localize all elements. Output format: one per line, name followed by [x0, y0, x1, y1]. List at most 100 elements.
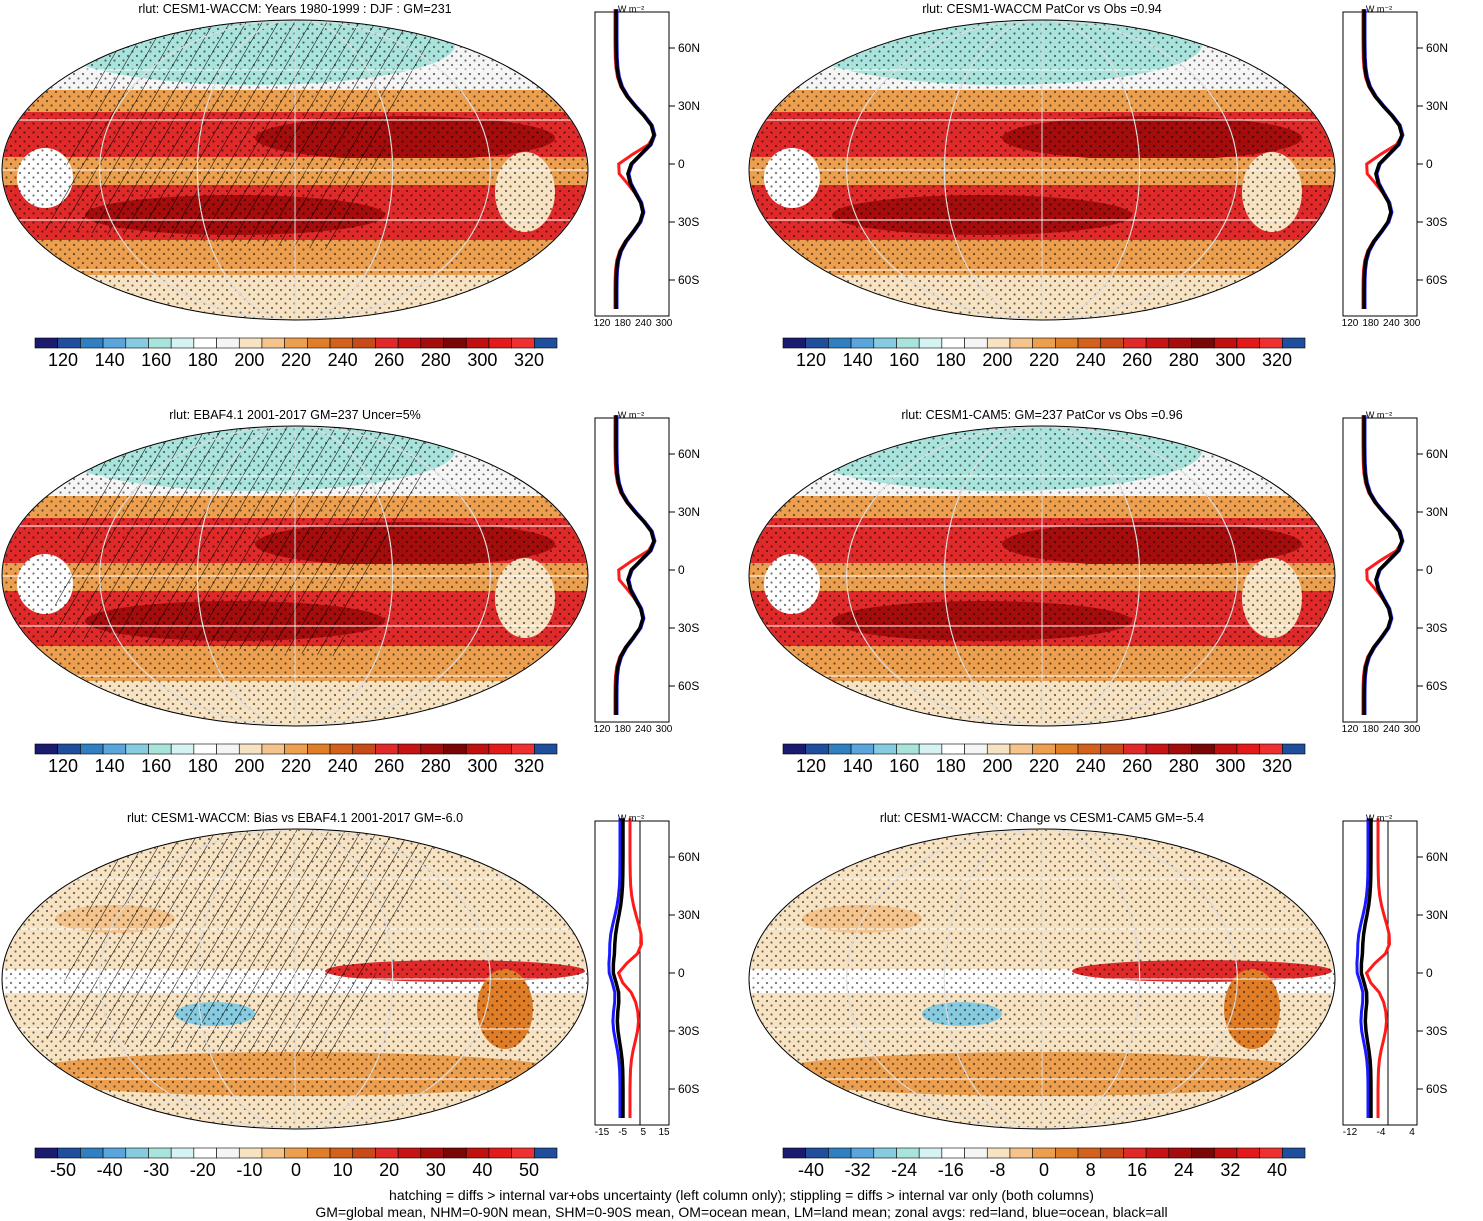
colorbar-swatch: [148, 743, 172, 755]
map-outline: [1, 425, 589, 727]
colorbar-swatch: [918, 743, 943, 755]
zonal-tick-label: 180: [1362, 724, 1379, 735]
panel-title-waccm-bias: rlut: CESM1-WACCM: Bias vs EBAF4.1 2001-…: [126, 811, 464, 825]
zonal-tick-label: 240: [1382, 724, 1400, 735]
zonal-tick-label: 180: [1362, 318, 1379, 329]
lat-label: 60N: [1426, 447, 1449, 461]
zonal-unit: W m⁻²: [1365, 410, 1393, 420]
colorbar-waccm-bias: [34, 1147, 558, 1159]
colorbar-label: 200: [234, 350, 265, 370]
colorbar-swatch: [170, 337, 195, 349]
colorbar-swatch: [261, 337, 285, 349]
lat-label: 30S: [1426, 621, 1448, 635]
colorbar-swatch: [488, 337, 512, 349]
colorbar-swatch: [34, 743, 58, 755]
zonal-tick-label: 240: [634, 724, 652, 735]
colorbar-swatch: [352, 743, 376, 755]
colorbar-swatch: [80, 337, 104, 349]
colorbar-label: 240: [327, 350, 358, 370]
colorbar-waccm-patcor: [782, 337, 1306, 349]
colorbar-label: 120: [47, 756, 79, 776]
colorbar-label: 160: [141, 350, 172, 370]
zonal-tick-label: 300: [655, 318, 673, 329]
colorbar-swatch: [805, 1147, 829, 1159]
colorbar-swatch: [850, 337, 875, 349]
lat-label: 30N: [1426, 505, 1449, 519]
map-panel-waccm-change: [748, 828, 1336, 1130]
zonal-curve: [614, 9, 656, 309]
colorbar-swatch: [1191, 743, 1215, 755]
colorbar-swatch: [1236, 1147, 1260, 1159]
colorbar-swatch: [375, 743, 399, 755]
colorbar-swatch: [1259, 337, 1283, 349]
map-panel-cam5-clim: [748, 425, 1336, 727]
colorbar-swatch: [1145, 1147, 1170, 1159]
colorbar-label: 160: [889, 350, 920, 370]
colorbar-label: 0: [1038, 1160, 1050, 1180]
lat-label: 60N: [678, 447, 701, 461]
colorbar-swatch: [284, 743, 308, 755]
colorbar-swatch: [1123, 337, 1147, 349]
colorbar-label: 320: [1261, 350, 1293, 370]
colorbar-swatch: [397, 1147, 422, 1159]
zonal-curve: [1362, 9, 1404, 309]
lat-label: 60N: [678, 850, 701, 864]
map-panel-waccm-clim: [1, 19, 589, 321]
colorbar-label: 10: [332, 1160, 353, 1180]
zonal-tick-label: 120: [593, 724, 611, 735]
colorbar-swatch: [1077, 337, 1102, 349]
colorbar-cam5-clim: [782, 743, 1306, 755]
colorbar-swatch: [918, 337, 943, 349]
colorbar-swatch: [375, 337, 399, 349]
zonal-curve: [614, 415, 656, 715]
colorbar-swatch: [964, 1147, 988, 1159]
lat-label: 60S: [1426, 1082, 1448, 1096]
colorbar-swatch: [1282, 743, 1306, 755]
colorbar-swatch: [1213, 743, 1238, 755]
colorbar-swatch: [1009, 743, 1033, 755]
zonal-tick-label: 15: [658, 1127, 670, 1138]
colorbar-swatch: [1259, 743, 1283, 755]
panel-title-waccm-patcor: rlut: CESM1-WACCM PatCor vs Obs =0.94: [922, 2, 1162, 16]
colorbar-waccm-clim: [34, 337, 558, 349]
colorbar-swatch: [896, 1147, 920, 1159]
lat-label: 30N: [678, 99, 701, 113]
colorbar-swatch: [1191, 337, 1215, 349]
colorbar-label: 8: [1085, 1160, 1096, 1180]
colorbar-swatch: [1032, 743, 1056, 755]
lat-label: 60S: [1426, 679, 1448, 693]
colorbar-swatch: [1236, 743, 1260, 755]
panel-title-cam5-clim: rlut: CESM1-CAM5: GM=237 PatCor vs Obs =…: [901, 408, 1183, 422]
colorbar-swatch: [375, 1147, 399, 1159]
colorbar-swatch: [1100, 337, 1124, 349]
colorbar-label: 30: [425, 1160, 446, 1180]
zonal-tick-label: -12: [1342, 1127, 1358, 1138]
colorbar-label: 140: [94, 350, 125, 370]
lat-label: 30N: [1426, 99, 1449, 113]
colorbar-swatch: [805, 337, 829, 349]
colorbar-swatch: [488, 1147, 512, 1159]
footnote-line-1: hatching = diffs > internal var+obs unce…: [389, 1187, 1094, 1203]
colorbar-swatch: [420, 1147, 444, 1159]
colorbar-swatch: [782, 743, 806, 755]
colorbar-swatch: [352, 337, 376, 349]
colorbar-swatch: [307, 743, 331, 755]
colorbar-swatch: [307, 337, 331, 349]
colorbar-swatch: [80, 1147, 104, 1159]
colorbar-swatch: [465, 1147, 490, 1159]
colorbar-swatch: [1032, 337, 1056, 349]
colorbar-swatch: [1145, 337, 1170, 349]
zonal-unit: W m⁻²: [617, 813, 645, 823]
colorbar-swatch: [284, 1147, 308, 1159]
colorbar-label: 180: [187, 350, 218, 370]
lat-label: 30N: [1426, 908, 1449, 922]
map-panel-ebaf-obs: [1, 425, 589, 727]
lat-label: 60S: [678, 679, 700, 693]
colorbar-swatch: [125, 1147, 149, 1159]
zonal-curve: [1364, 818, 1392, 1118]
colorbar-swatch: [397, 743, 422, 755]
lat-label: 30S: [678, 215, 700, 229]
colorbar-swatch: [193, 743, 217, 755]
lat-label: 0: [678, 157, 685, 171]
colorbar-swatch: [148, 1147, 172, 1159]
